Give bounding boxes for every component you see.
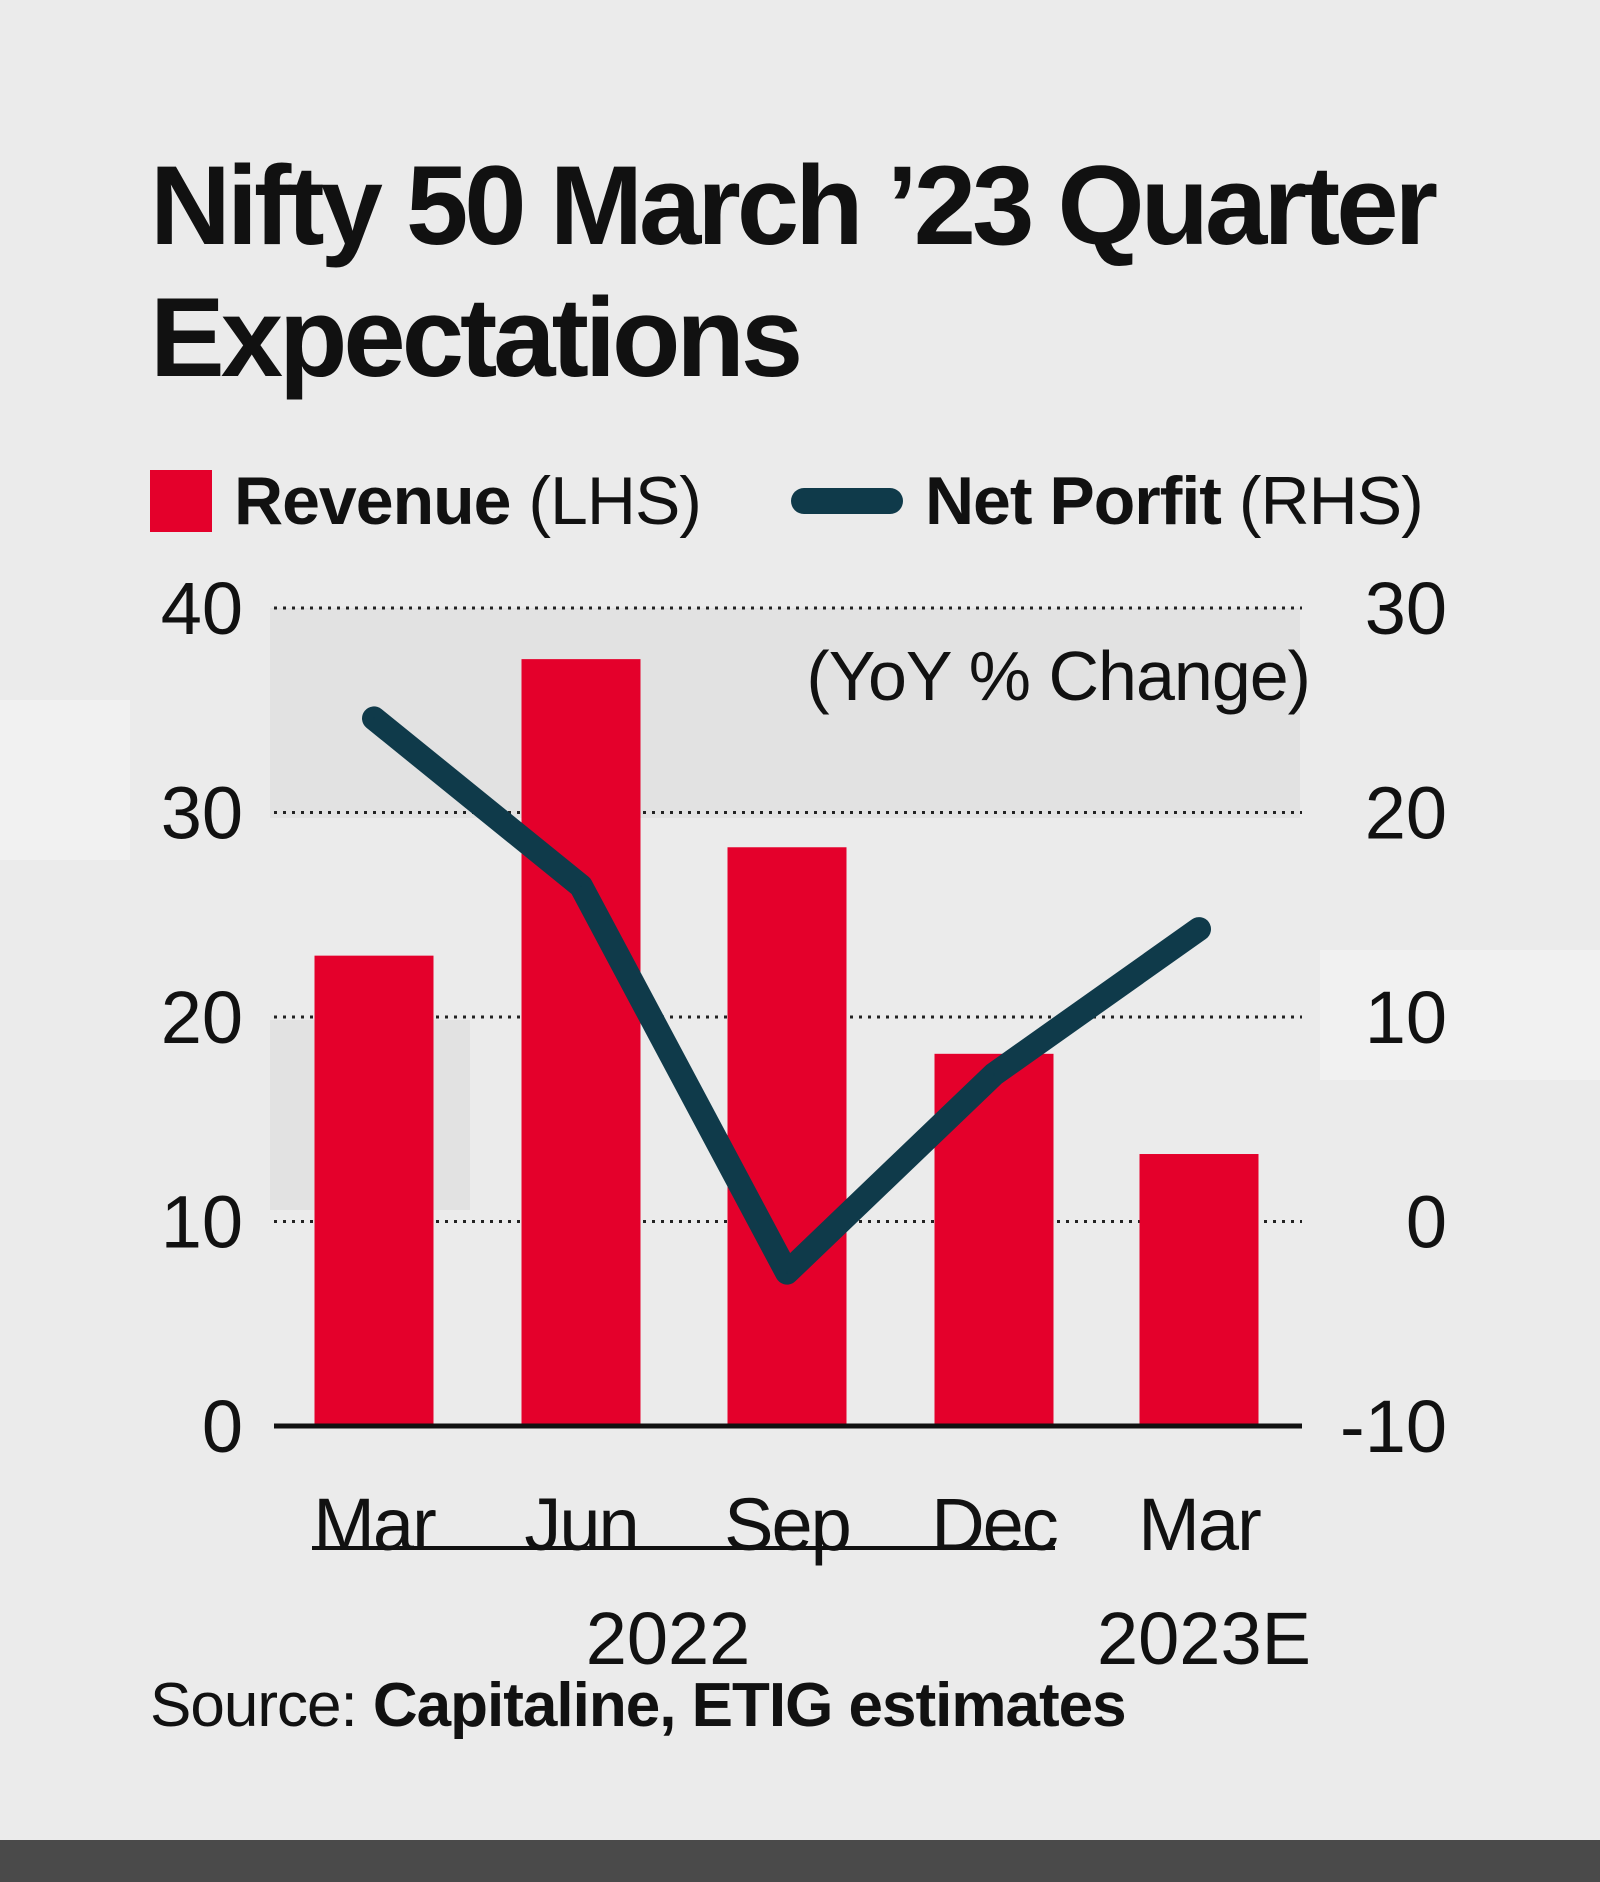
right-tick-label: 20	[1365, 772, 1447, 855]
year-label: 2023E	[1097, 1597, 1311, 1680]
legend-note-revenue: (LHS)	[528, 463, 702, 539]
x-tick-label: Mar	[313, 1483, 436, 1566]
x-tick-label: Jun	[524, 1483, 637, 1566]
right-tick-label: -10	[1340, 1385, 1447, 1468]
source-prefix: Source:	[150, 1671, 358, 1740]
source-text: Capitaline, ETIG estimates	[372, 1671, 1127, 1740]
x-tick-label: Dec	[931, 1483, 1058, 1566]
left-tick-label: 10	[161, 1181, 243, 1264]
left-tick-label: 40	[161, 567, 243, 650]
x-tick-label: Sep	[724, 1483, 850, 1566]
legend: Revenue (LHS) Net Porfit (RHS)	[150, 462, 1424, 540]
right-tick-label: 30	[1365, 567, 1447, 650]
point-net-profit	[993, 1073, 995, 1076]
bg-shade	[1320, 950, 1600, 1080]
right-tick-label: 10	[1365, 976, 1447, 1059]
bg-shade	[0, 700, 130, 860]
left-tick-label: 20	[161, 976, 243, 1059]
bottom-bar	[0, 1840, 1600, 1882]
legend-label-net-profit: Net Porfit	[924, 463, 1222, 539]
point-net-profit	[373, 717, 375, 720]
legend-label-revenue: Revenue	[234, 463, 511, 539]
source-note: Source: Capitaline, ETIG estimates	[150, 1670, 1127, 1741]
bar-revenue	[1139, 1154, 1259, 1426]
right-axis-label: (YoY % Change)	[806, 637, 1311, 715]
left-tick-label: 30	[161, 772, 243, 855]
legend-swatch-revenue	[150, 470, 212, 532]
year-label: 2022	[586, 1597, 751, 1680]
chart-title: Nifty 50 March ’23 Quarter Expectations	[150, 143, 1438, 400]
point-net-profit	[1198, 928, 1200, 931]
point-net-profit	[786, 1271, 788, 1274]
bar-revenue	[727, 847, 847, 1426]
x-tick-label: Mar	[1138, 1483, 1261, 1566]
bar-revenue	[314, 955, 434, 1426]
left-tick-label: 0	[202, 1385, 243, 1468]
point-net-profit	[580, 885, 582, 888]
legend-swatch-net-profit	[790, 488, 903, 514]
bar-revenue	[521, 659, 641, 1426]
legend-note-net-profit: (RHS)	[1238, 463, 1424, 539]
right-tick-label: 0	[1406, 1181, 1447, 1264]
